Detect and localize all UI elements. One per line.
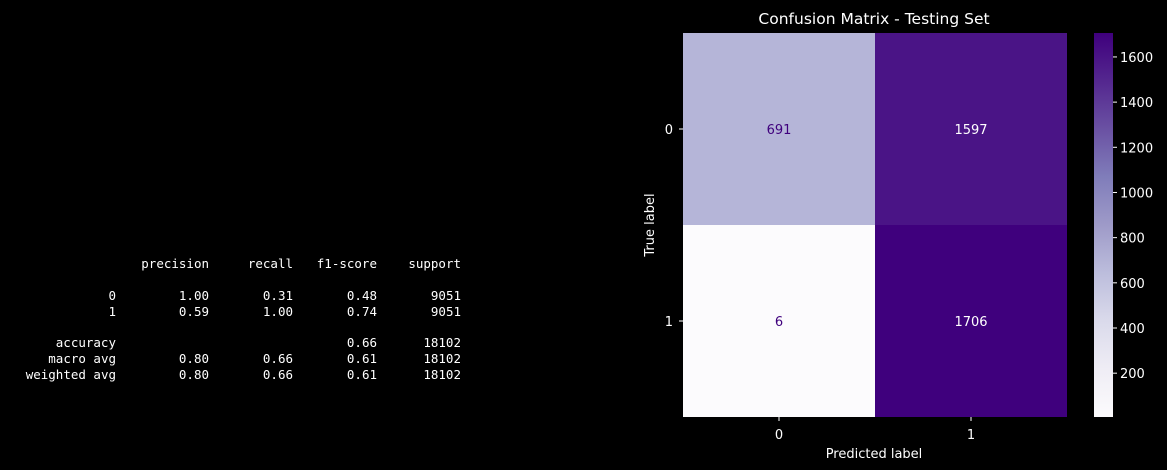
report-cell: f1-score: [316, 256, 377, 271]
report-cell: 9051: [430, 303, 461, 319]
y-tick-label: 0: [665, 123, 673, 138]
colorbar-tick-label: 600: [1120, 277, 1145, 292]
report-class-row: 1 0.59 1.00 0.74 9051: [14, 304, 461, 320]
report-cell: 0.61: [346, 351, 377, 367]
matrix-cell: [875, 33, 1067, 225]
report-cell: 1.00: [178, 287, 209, 303]
colorbar-tick-label: 1400: [1120, 96, 1153, 111]
matrix-cell: [875, 225, 1067, 417]
report-cell: support: [408, 256, 461, 271]
report-cell: 0.66: [262, 367, 293, 383]
colorbar-tick-label: 1200: [1120, 141, 1153, 156]
report-cell: 1.00: [262, 303, 293, 319]
report-class-row: 0 1.00 0.31 0.48 9051: [14, 288, 461, 304]
colorbar: [1094, 33, 1113, 417]
colorbar-tick-label: 1000: [1120, 186, 1153, 201]
classification-report: precision recall f1-score support 0 1.00 0.31 0…: [14, 256, 461, 383]
matrix-cell: [683, 33, 875, 225]
colorbar-tick-label: 1600: [1120, 51, 1153, 66]
report-cell: 0.80: [178, 367, 209, 383]
matrix-cell-label: 1597: [954, 123, 987, 138]
report-header-row: precision recall f1-score support: [14, 256, 461, 272]
report-cell: 0.80: [178, 351, 209, 367]
report-cell: 1: [108, 303, 116, 319]
report-summary-row: weighted avg 0.80 0.66 0.61 18102: [14, 367, 461, 383]
report-cell: 9051: [430, 287, 461, 303]
matrix-cell-label: 6: [775, 315, 783, 330]
report-cell: 0.66: [262, 351, 293, 367]
report-cell: 0.61: [346, 367, 377, 383]
report-cell: weighted avg: [25, 367, 116, 383]
colorbar-tick-label: 400: [1120, 322, 1145, 337]
report-cell: 18102: [423, 351, 461, 367]
report-cell: 18102: [423, 367, 461, 383]
report-cell: 0.66: [346, 335, 377, 351]
report-cell: 0.59: [178, 303, 209, 319]
report-cell: 0.31: [262, 287, 293, 303]
report-cell: accuracy: [55, 335, 116, 351]
matrix-cell: [683, 225, 875, 417]
matrix-cell-label: 1706: [954, 315, 987, 330]
colorbar-tick-label: 200: [1120, 367, 1145, 382]
chart-title: Confusion Matrix - Testing Set: [758, 10, 989, 28]
report-cell: 0.74: [346, 303, 377, 319]
x-tick-label: 0: [775, 428, 783, 443]
report-summary-row: macro avg 0.80 0.66 0.61 18102: [14, 351, 461, 367]
report-cell: recall: [247, 256, 293, 271]
colorbar-tick-label: 800: [1120, 232, 1145, 247]
report-cell: precision: [141, 256, 209, 271]
report-cell: 18102: [423, 335, 461, 351]
matrix-cell-label: 691: [767, 123, 792, 138]
report-cell: 0.48: [346, 287, 377, 303]
report-summary-row: accuracy 0.66 18102: [14, 335, 461, 351]
y-axis-label: True label: [643, 193, 658, 257]
report-cell: 0: [108, 287, 116, 303]
x-axis-label: Predicted label: [826, 447, 923, 462]
report-cell: macro avg: [48, 351, 116, 367]
y-tick-label: 1: [665, 315, 673, 330]
x-tick-label: 1: [967, 428, 975, 443]
